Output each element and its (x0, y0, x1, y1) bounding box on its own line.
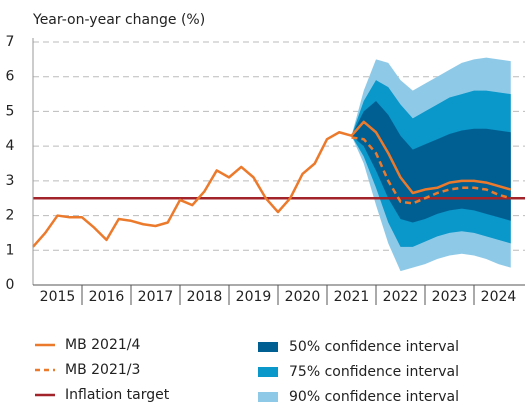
x-tick-label: 2016 (89, 289, 125, 305)
x-tick-label: 2020 (285, 289, 321, 305)
x-tick-label: 2022 (383, 289, 419, 305)
legend-label: MB 2021/4 (65, 337, 140, 353)
y-tick-label: 2 (6, 208, 15, 224)
x-tick-label: 2018 (187, 289, 223, 305)
x-tick-label: 2024 (481, 289, 517, 305)
y-tick-label: 6 (6, 69, 15, 85)
y-tick-label: 1 (6, 242, 15, 258)
y-tick-label: 7 (6, 34, 15, 50)
legend-swatch (258, 342, 278, 352)
x-tick-label: 2015 (40, 289, 76, 305)
y-tick-label: 5 (6, 103, 15, 119)
y-tick-label: 0 (6, 277, 15, 293)
y-tick-label: 4 (6, 138, 15, 154)
confidence-band (351, 101, 511, 223)
x-tick-label: 2023 (432, 289, 468, 305)
x-tick-label: 2019 (236, 289, 272, 305)
x-tick-label: 2021 (334, 289, 370, 305)
y-axis-label: Year-on-year change (%) (32, 12, 205, 28)
y-tick-label: 3 (6, 173, 15, 189)
legend-swatch (258, 392, 278, 402)
legend-label: MB 2021/3 (65, 362, 140, 378)
legend-label: 50% confidence interval (289, 339, 459, 355)
legend-label: 90% confidence interval (289, 389, 459, 405)
legend-label: 75% confidence interval (289, 364, 459, 380)
series-line (32, 120, 512, 248)
legend-swatch (258, 367, 278, 377)
x-tick-label: 2017 (138, 289, 174, 305)
series-line (351, 136, 512, 205)
legend-label: Inflation target (65, 387, 170, 403)
